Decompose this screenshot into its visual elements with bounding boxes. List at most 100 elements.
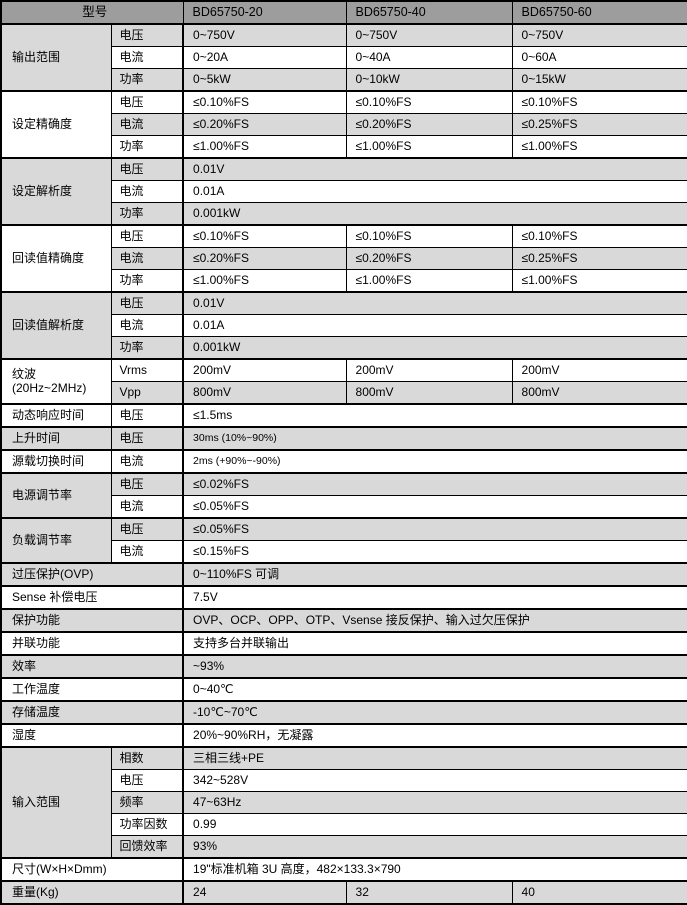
spec-value: 0~110%FS 可调 [182, 562, 687, 587]
spec-value: ≤0.10%FS [511, 224, 687, 248]
spec-value: 200mV [182, 358, 347, 382]
spec-value: ≤0.20%FS [182, 113, 347, 136]
section-input-range: 输入范围 相数 三相三线+PE 电压 342~528V 频率 47~63Hz 功… [0, 746, 687, 859]
spec-value: 0.01A [182, 314, 687, 337]
section-readback-accuracy: 回读值精确度 电压 ≤0.10%FS ≤0.10%FS ≤0.10%FS 电流 … [0, 224, 687, 293]
spec-value: ≤0.10%FS [182, 224, 347, 248]
spec-param-label: 功率 [110, 135, 185, 159]
spec-group-label: 并联功能 [0, 631, 185, 656]
spec-value: 0~15kW [511, 68, 687, 92]
spec-value: 0.001kW [182, 202, 687, 226]
spec-value: ≤0.10%FS [345, 90, 513, 114]
spec-group-label: 回读值解析度 [0, 291, 112, 360]
model-name: BD65750-40 [345, 0, 513, 25]
spec-param-label: 电流 [110, 113, 185, 136]
spec-value: ≤0.02%FS [182, 472, 687, 496]
spec-value: ≤0.25%FS [511, 113, 687, 136]
spec-value: 0.01A [182, 180, 687, 203]
spec-value: ~93% [182, 654, 687, 679]
spec-param-label: 电流 [110, 46, 185, 69]
spec-value: ≤0.20%FS [345, 113, 513, 136]
section-line-regulation: 电源调节率 电压 ≤0.02%FS 电流 ≤0.05%FS [0, 472, 687, 519]
spec-value: 7.5V [182, 585, 687, 610]
section-rise-time: 上升时间 电压 30ms (10%~90%) [0, 426, 687, 451]
spec-value: 0~750V [182, 23, 347, 47]
spec-param-label: 功率因数 [110, 813, 185, 836]
spec-value: 20%~90%RH，无凝露 [182, 723, 687, 748]
spec-value: 800mV [345, 381, 513, 405]
spec-param-label: 电压 [110, 769, 185, 792]
spec-param-label: 电压 [110, 291, 185, 315]
spec-value: 30ms (10%~90%) [182, 426, 687, 451]
section-dynamic-response: 动态响应时间 电压 ≤1.5ms [0, 403, 687, 428]
spec-param-label: 电压 [110, 23, 185, 47]
spec-group-label: 源载切换时间 [0, 449, 112, 474]
spec-param-label: 电流 [110, 180, 185, 203]
spec-param-label: 电压 [110, 517, 185, 541]
section-weight: 重量(Kg) 24 32 40 [0, 880, 687, 905]
section-humidity: 湿度 20%~90%RH，无凝露 [0, 723, 687, 748]
spec-value: 0~750V [511, 23, 687, 47]
section-ripple: 纹波 (20Hz~2MHz) Vrms 200mV 200mV 200mV Vp… [0, 358, 687, 405]
spec-param-label: 功率 [110, 68, 185, 92]
spec-value: 0~5kW [182, 68, 347, 92]
spec-group-label: 尺寸(W×H×Dmm) [0, 857, 185, 882]
section-operating-temp: 工作温度 0~40℃ [0, 677, 687, 702]
section-protection: 保护功能 OVP、OCP、OPP、OTP、Vsense 接反保护、输入过欠压保护 [0, 608, 687, 633]
spec-group-label: 保护功能 [0, 608, 185, 633]
section-parallel: 并联功能 支持多台并联输出 [0, 631, 687, 656]
spec-value: ≤0.25%FS [511, 247, 687, 270]
spec-value: 支持多台并联输出 [182, 631, 687, 656]
spec-value: ≤1.00%FS [182, 269, 347, 293]
spec-param-label: 电压 [110, 426, 185, 451]
section-dimensions: 尺寸(W×H×Dmm) 19"标准机箱 3U 高度，482×133.3×790 [0, 857, 687, 882]
spec-value: 24 [182, 880, 347, 905]
section-output-range: 输出范围 电压 0~750V 0~750V 0~750V 电流 0~20A 0~… [0, 23, 687, 92]
section-efficiency: 效率 ~93% [0, 654, 687, 679]
spec-value: 0.01V [182, 157, 687, 181]
spec-value: 0.001kW [182, 336, 687, 360]
section-storage-temp: 存储温度 -10℃~70℃ [0, 700, 687, 725]
spec-value: 三相三线+PE [182, 746, 687, 770]
spec-param-label: 电压 [110, 90, 185, 114]
spec-param-label: Vpp [110, 381, 185, 405]
spec-group-label: 上升时间 [0, 426, 112, 451]
spec-value: OVP、OCP、OPP、OTP、Vsense 接反保护、输入过欠压保护 [182, 608, 687, 633]
spec-value: 200mV [345, 358, 513, 382]
spec-value: 342~528V [182, 769, 687, 792]
section-set-resolution: 设定解析度 电压 0.01V 电流 0.01A 功率 0.001kW [0, 157, 687, 226]
spec-value: -10℃~70℃ [182, 700, 687, 725]
spec-group-label: 输出范围 [0, 23, 112, 92]
spec-param-label: 功率 [110, 336, 185, 360]
spec-param-label: 电流 [110, 314, 185, 337]
spec-value: 32 [345, 880, 513, 905]
spec-param-label: 回馈效率 [110, 835, 185, 859]
spec-group-label: 动态响应时间 [0, 403, 112, 428]
spec-value: 0~40A [345, 46, 513, 69]
spec-value: ≤0.10%FS [345, 224, 513, 248]
spec-group-label: 效率 [0, 654, 185, 679]
spec-value: ≤0.05%FS [182, 495, 687, 519]
spec-group-label: 负载调节率 [0, 517, 112, 564]
spec-value: ≤0.20%FS [345, 247, 513, 270]
spec-value: 0~20A [182, 46, 347, 69]
spec-group-label: 设定解析度 [0, 157, 112, 226]
spec-group-label: 湿度 [0, 723, 185, 748]
spec-param-label: 电流 [110, 449, 185, 474]
spec-value: 0.01V [182, 291, 687, 315]
spec-value: 200mV [511, 358, 687, 382]
spec-group-label: 纹波 (20Hz~2MHz) [0, 358, 112, 405]
spec-param-label: 频率 [110, 791, 185, 814]
spec-value: 0~750V [345, 23, 513, 47]
spec-group-label: 设定精确度 [0, 90, 112, 159]
spec-param-label: Vrms [110, 358, 185, 382]
spec-param-label: 电压 [110, 472, 185, 496]
spec-value: ≤1.5ms [182, 403, 687, 428]
spec-param-label: 相数 [110, 746, 185, 770]
spec-group-label: 重量(Kg) [0, 880, 185, 905]
spec-value: ≤1.00%FS [511, 269, 687, 293]
spec-param-label: 电压 [110, 224, 185, 248]
spec-param-label: 电流 [110, 540, 185, 564]
spec-value: 0~40℃ [182, 677, 687, 702]
